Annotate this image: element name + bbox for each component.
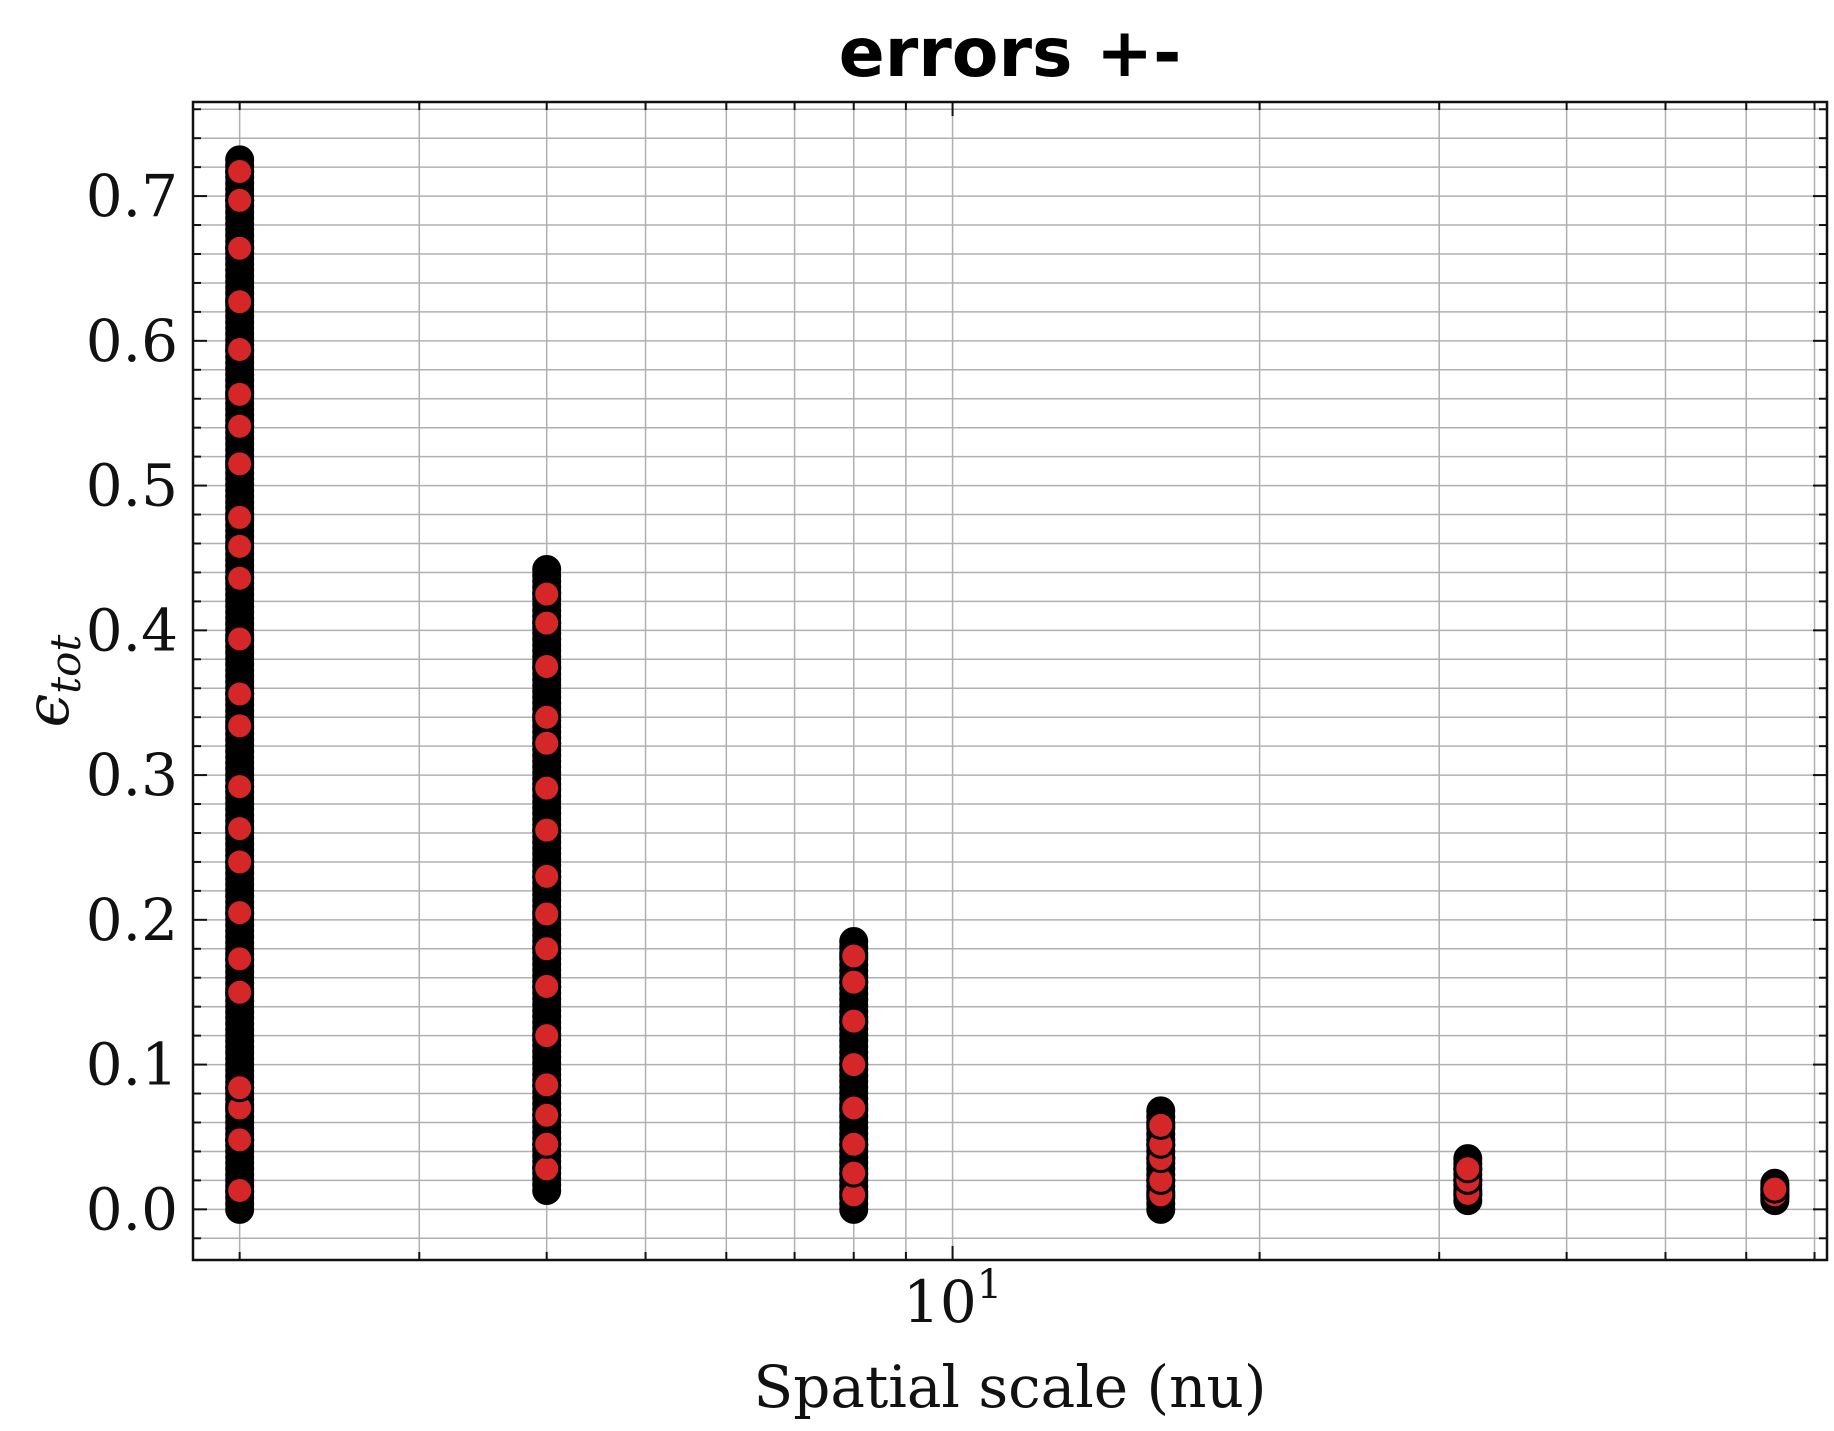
y-axis-label: ϵtot <box>13 635 90 728</box>
data-point <box>225 531 255 561</box>
x-tick-label: 101 <box>903 1262 1002 1336</box>
data-point <box>225 944 255 974</box>
data-point <box>532 1154 562 1184</box>
data-point <box>225 847 255 877</box>
y-tick-label: 0.3 <box>86 741 178 809</box>
y-axis-subscript: tot <box>41 635 90 694</box>
data-point <box>839 967 869 997</box>
data-point <box>225 563 255 593</box>
y-axis-symbol: ϵ <box>13 694 83 728</box>
y-tick-label: 0.7 <box>86 162 178 230</box>
data-point <box>532 815 562 845</box>
data-point <box>225 502 255 532</box>
data-point <box>532 702 562 732</box>
data-point <box>839 1158 869 1188</box>
data-point <box>225 772 255 802</box>
grid-lines <box>193 102 1827 1260</box>
data-point <box>225 411 255 441</box>
data-point <box>839 1129 869 1159</box>
svg-text:ϵtot: ϵtot <box>13 635 90 728</box>
data-point <box>532 728 562 758</box>
data-point <box>225 233 255 263</box>
y-tick-label: 0.0 <box>86 1175 178 1243</box>
chart-title: errors +- <box>839 14 1182 93</box>
x-tick-labels: 101 <box>903 1262 1002 1336</box>
data-point <box>532 1129 562 1159</box>
data-point <box>532 652 562 682</box>
data-point <box>225 156 255 186</box>
y-tick-label: 0.1 <box>86 1031 178 1099</box>
y-tick-label: 0.4 <box>86 596 178 664</box>
data-point <box>225 624 255 654</box>
data-point <box>225 679 255 709</box>
data-point <box>1760 1174 1790 1204</box>
data-point <box>225 1125 255 1155</box>
data-point <box>225 711 255 741</box>
data-point <box>225 449 255 479</box>
data-point <box>532 773 562 803</box>
data-point <box>225 287 255 317</box>
data-point <box>532 934 562 964</box>
data-point <box>532 555 562 585</box>
plot-frame <box>191 100 1829 1262</box>
data-point <box>225 977 255 1007</box>
data-point <box>225 379 255 409</box>
data-point <box>839 1050 869 1080</box>
data-point <box>225 814 255 844</box>
data-point <box>839 1093 869 1123</box>
data-point <box>532 608 562 638</box>
data-point <box>532 899 562 929</box>
data-point <box>839 941 869 971</box>
y-tick-label: 0.5 <box>86 452 178 520</box>
data-point <box>225 1176 255 1206</box>
data-point <box>532 579 562 609</box>
data-point <box>532 1070 562 1100</box>
data-point <box>225 335 255 365</box>
y-tick-label: 0.6 <box>86 307 178 375</box>
data-point <box>225 185 255 215</box>
data-points <box>225 145 1790 1224</box>
data-point <box>839 1006 869 1036</box>
data-point <box>225 1073 255 1103</box>
y-tick-labels: 0.0 0.1 0.2 0.3 0.4 0.5 0.6 0.7 <box>86 162 178 1243</box>
data-point <box>225 898 255 928</box>
data-point <box>532 1100 562 1130</box>
data-point <box>1453 1154 1483 1184</box>
data-point <box>532 971 562 1001</box>
axis-ticks <box>193 102 1827 1260</box>
data-point <box>532 1021 562 1051</box>
data-point <box>532 861 562 891</box>
data-point <box>1146 1110 1176 1140</box>
y-tick-label: 0.2 <box>86 886 178 954</box>
x-axis-label: Spatial scale (nu) <box>754 1353 1267 1421</box>
